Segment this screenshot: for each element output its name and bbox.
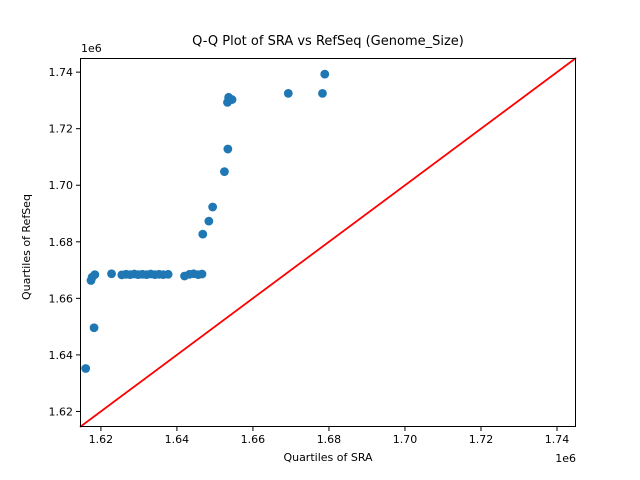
- x-tick-label: 1.74: [545, 433, 570, 446]
- scatter-point: [90, 270, 100, 279]
- scatter-point: [204, 216, 214, 226]
- y-tick-label: 1.74: [49, 66, 74, 79]
- scatter-point: [318, 88, 327, 98]
- y-tick-label: 1.62: [49, 405, 74, 418]
- y-tick-label: 1.64: [49, 349, 74, 362]
- y-tick-label: 1.72: [49, 123, 74, 136]
- scatter-point: [320, 69, 330, 79]
- scatter-point: [197, 269, 207, 279]
- x-tick-label: 1.70: [393, 433, 418, 446]
- x-tick-label: 1.66: [241, 433, 266, 446]
- scatter-point: [107, 269, 116, 279]
- y-tick-label: 1.66: [49, 292, 74, 305]
- y-tick-label: 1.68: [49, 236, 74, 249]
- scatter-point: [223, 144, 233, 154]
- x-tick-label: 1.62: [89, 433, 114, 446]
- x-tick-label: 1.64: [165, 433, 190, 446]
- identity-line: [79, 57, 577, 428]
- plot-frame: [80, 58, 576, 427]
- x-tick-label: 1.68: [317, 433, 342, 446]
- scatter-point: [283, 88, 293, 98]
- scatter-point: [220, 167, 229, 177]
- y-tick-label: 1.70: [49, 179, 74, 192]
- scatter-point: [198, 229, 208, 239]
- scatter-point: [163, 269, 173, 279]
- scatter-point: [227, 95, 237, 104]
- scatter-point: [81, 364, 91, 373]
- scatter-point: [208, 202, 218, 212]
- x-tick-label: 1.72: [469, 433, 494, 446]
- scatter-point: [89, 323, 99, 333]
